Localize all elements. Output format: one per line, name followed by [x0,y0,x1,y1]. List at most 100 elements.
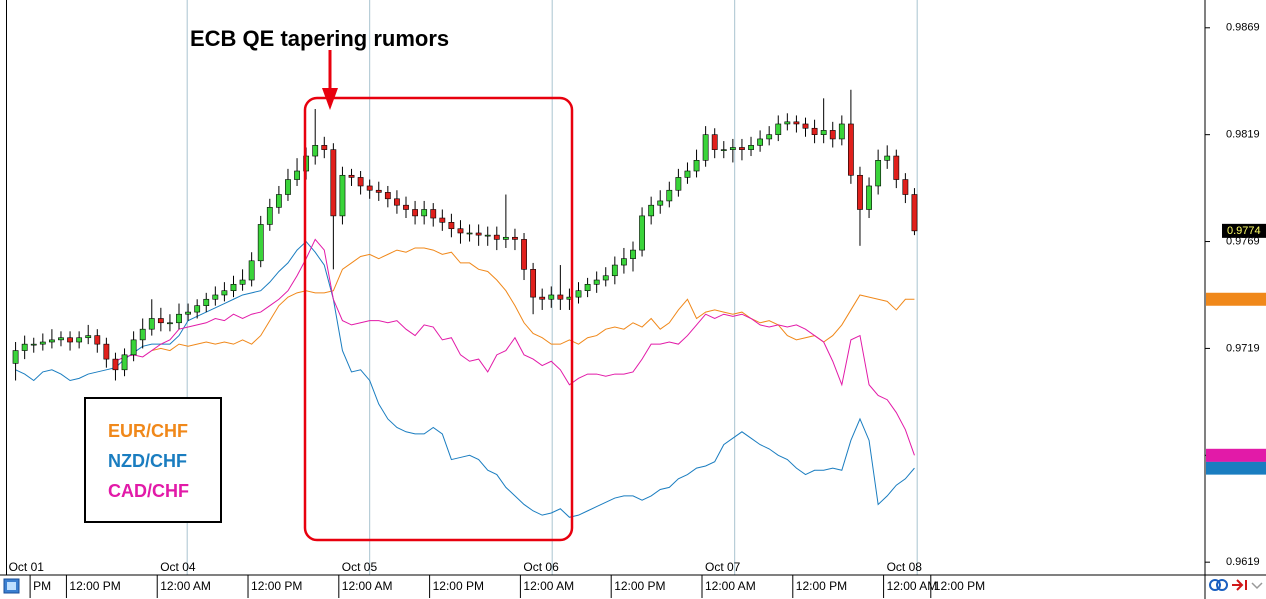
link-icon[interactable] [1209,579,1221,591]
date-label: Oct 01 [9,560,45,574]
candle-body [829,130,836,140]
candle-body [539,296,546,300]
candle-body [621,258,627,266]
candle-body [439,217,446,223]
candle-body [421,209,428,217]
y-tick-label: 0.9819 [1226,129,1260,141]
x-tick-label: 12:00 PM [69,579,120,593]
highlight-box [303,96,574,542]
candle-body [366,185,373,191]
candle-body [593,279,600,285]
x-tick-label: 12:00 AM [160,579,211,593]
x-tick-label: 12:00 PM [433,579,484,593]
candle-body [693,160,700,172]
candle-body [611,264,618,277]
candle-body [557,294,564,300]
series-last-marker [1206,461,1266,475]
candle-body [584,283,591,292]
date-label: Oct 06 [523,560,559,574]
date-label: Oct 04 [160,560,196,574]
candle-body [757,138,764,146]
candle-body [847,123,854,176]
candle-body [457,228,464,234]
date-label: Oct 08 [887,560,923,574]
candle-body [76,337,83,343]
candle-body [30,343,37,346]
candle-body [203,298,210,306]
x-tick-label: 12:00 AM [887,579,938,593]
candle-body [257,224,264,262]
candle-body [412,209,418,217]
candle-body [739,147,745,150]
legend-entry: NZD/CHF [108,451,187,471]
y-tick-label: 0.9769 [1226,235,1260,247]
toolbar-icons [3,578,1263,594]
candle-body [802,123,809,129]
autoscroll-icon[interactable] [1251,582,1263,590]
legend-entry: CAD/CHF [108,481,189,501]
candle-body [493,234,500,240]
candle-body [602,275,609,281]
candle-body [312,145,319,157]
candle-body [729,147,736,150]
legend: EUR/CHF NZD/CHF CAD/CHF [84,397,222,523]
date-label: Oct 05 [342,560,378,574]
candle-body [121,354,128,371]
last-price-label: 0.9774 [1227,225,1261,237]
candle-body [902,179,909,195]
x-tick-label: 12:00 AM [523,579,574,593]
candle-body [339,174,346,217]
candle-body [775,123,782,135]
candle-body [94,335,101,345]
candle-body [330,149,337,217]
shift-icon[interactable] [1232,579,1244,591]
candle-body [12,350,19,364]
candle-body [484,234,491,237]
x-tick-label: 12:00 AM [342,579,393,593]
link-icon-ring [1216,579,1228,591]
candle-body [702,134,709,161]
y-tick-label: 0.9869 [1226,22,1260,34]
candle-body [911,194,918,232]
candle-body [639,215,645,251]
x-tick-label: 12:00 PM [796,579,847,593]
candle-body [475,232,482,236]
x-tick-label: 12:00 PM [614,579,665,593]
candle-body [820,130,827,135]
series-last-marker [1206,448,1266,462]
candle-body [548,294,555,300]
candle-body [294,170,300,180]
candle-body [575,290,582,298]
candle-body [521,239,527,270]
candle-body [212,294,219,300]
candle-body [857,174,863,210]
candle-body [357,177,364,187]
last-price-box [1222,223,1266,238]
legend-entry: EUR/CHF [108,421,188,441]
x-tick-label: PM [33,579,51,593]
candle-body [48,339,55,343]
candle-body [666,189,673,202]
candle-body [67,337,73,343]
annotation-text: ECB QE tapering rumors [190,26,449,51]
candle-body [711,134,718,150]
y-tick-label: 0.9719 [1226,342,1260,354]
candle-body [875,160,882,187]
candle-body [157,318,164,324]
candle-body [630,249,636,259]
legend-box [84,397,222,523]
plot-area [12,89,918,518]
y-tick-label: 0.9619 [1226,556,1260,568]
series-last-marker [1206,292,1266,306]
candle-body [403,204,409,210]
candle-body [684,170,691,178]
candle-body [194,305,201,313]
candle-body [748,145,754,150]
candle-body [466,232,473,235]
series-line [15,240,915,518]
candle-body [838,123,845,140]
candle-body [103,343,110,360]
candle-body [185,311,191,315]
